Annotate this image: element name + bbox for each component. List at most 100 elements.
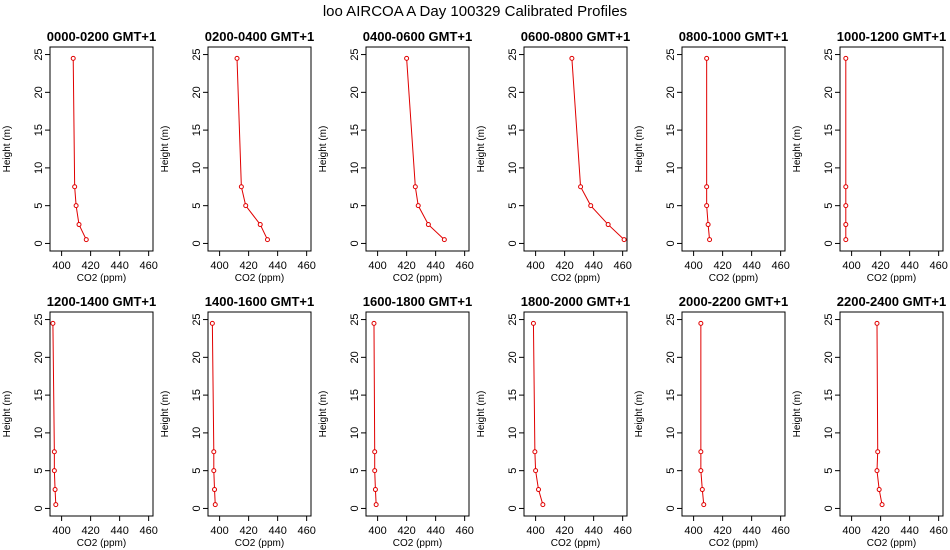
y-tick-label: 5 xyxy=(33,203,45,209)
data-point xyxy=(698,468,704,474)
data-point xyxy=(875,449,881,455)
figure-title: loo AIRCOA A Day 100329 Calibrated Profi… xyxy=(323,3,627,20)
y-tick-label: 5 xyxy=(33,468,45,474)
data-point xyxy=(51,468,57,474)
x-tick-label: 420 xyxy=(239,260,257,272)
x-tick-label: 460 xyxy=(771,260,789,272)
x-axis-label: CO2 (ppm) xyxy=(551,273,600,284)
y-tick-label: 15 xyxy=(507,124,519,136)
y-tick-label: 25 xyxy=(191,48,203,60)
y-axis-label: Height (m) xyxy=(792,391,803,438)
y-tick-label: 0 xyxy=(33,240,45,246)
data-point xyxy=(843,222,849,228)
x-tick-label: 440 xyxy=(110,260,128,272)
y-axis-label: Height (m) xyxy=(318,126,329,173)
y-tick-label: 15 xyxy=(33,124,45,136)
data-point xyxy=(412,184,418,190)
y-tick-label: 20 xyxy=(33,351,45,363)
y-tick-label: 0 xyxy=(665,240,677,246)
x-tick-label: 460 xyxy=(613,525,631,537)
data-point xyxy=(698,320,704,326)
profile-line xyxy=(72,58,87,240)
x-axis-label: CO2 (ppm) xyxy=(551,538,600,549)
x-tick-label: 440 xyxy=(900,525,918,537)
y-tick-label: 20 xyxy=(507,351,519,363)
y-tick-label: 15 xyxy=(191,389,203,401)
data-point xyxy=(705,222,711,228)
data-point xyxy=(588,203,594,209)
y-tick-label: 20 xyxy=(33,86,45,98)
plot-frame xyxy=(207,46,312,252)
panel-9: 1600-1800 GMT+1 0 5 10 15 20 25 400 420 440 460 CO2… xyxy=(318,294,474,549)
y-tick-label: 20 xyxy=(823,86,835,98)
panel-1: 0000-0200 GMT+1 0 5 10 15 20 25 400 420 440 460 CO2… xyxy=(2,29,158,284)
data-point xyxy=(212,487,218,493)
y-tick-label: 0 xyxy=(507,505,519,511)
y-tick-label: 20 xyxy=(665,351,677,363)
y-tick-label: 15 xyxy=(507,389,519,401)
plot-frame xyxy=(365,46,470,252)
x-tick-label: 400 xyxy=(684,260,702,272)
plot-frame xyxy=(207,311,312,517)
profile-line xyxy=(571,58,625,241)
plot-frame xyxy=(681,311,786,517)
data-point xyxy=(211,468,217,474)
y-tick-label: 25 xyxy=(349,48,361,60)
y-tick-label: 25 xyxy=(823,313,835,325)
x-tick-label: 400 xyxy=(52,525,70,537)
y-tick-label: 10 xyxy=(665,427,677,439)
data-point xyxy=(876,487,882,493)
y-axis-label: Height (m) xyxy=(792,126,803,173)
data-point xyxy=(578,184,584,190)
x-axis-label: CO2 (ppm) xyxy=(393,538,442,549)
data-point xyxy=(234,55,240,61)
data-point xyxy=(212,502,218,508)
y-axis-label: Height (m) xyxy=(634,126,645,173)
y-tick-label: 25 xyxy=(33,48,45,60)
y-tick-label: 5 xyxy=(665,203,677,209)
data-point xyxy=(843,203,849,209)
y-tick-label: 15 xyxy=(823,389,835,401)
data-point xyxy=(874,468,880,474)
y-tick-label: 0 xyxy=(191,240,203,246)
data-point xyxy=(70,55,76,61)
y-tick-label: 5 xyxy=(823,468,835,474)
panel-title: 0200-0400 GMT+1 xyxy=(205,29,314,44)
x-tick-label: 460 xyxy=(297,260,315,272)
data-point xyxy=(209,320,215,326)
x-tick-label: 400 xyxy=(210,525,228,537)
y-tick-label: 5 xyxy=(349,203,361,209)
y-tick-label: 25 xyxy=(33,313,45,325)
y-tick-label: 0 xyxy=(823,505,835,511)
y-tick-label: 15 xyxy=(665,389,677,401)
profile-line xyxy=(532,323,544,505)
y-tick-label: 20 xyxy=(191,351,203,363)
data-point xyxy=(569,55,575,61)
y-tick-label: 10 xyxy=(191,427,203,439)
y-tick-label: 0 xyxy=(349,505,361,511)
x-tick-label: 420 xyxy=(555,525,573,537)
x-tick-label: 460 xyxy=(455,260,473,272)
data-point xyxy=(441,237,447,243)
data-point xyxy=(372,487,378,493)
x-axis-label: CO2 (ppm) xyxy=(709,538,758,549)
panel-title: 1400-1600 GMT+1 xyxy=(205,294,314,309)
x-tick-label: 460 xyxy=(139,525,157,537)
x-axis-label: CO2 (ppm) xyxy=(77,273,126,284)
data-point xyxy=(701,502,707,508)
profile-line xyxy=(236,58,268,240)
data-point xyxy=(257,222,263,228)
y-tick-label: 15 xyxy=(665,124,677,136)
y-tick-label: 15 xyxy=(823,124,835,136)
x-tick-label: 460 xyxy=(929,260,947,272)
y-tick-label: 10 xyxy=(823,162,835,174)
x-axis-label: CO2 (ppm) xyxy=(709,273,758,284)
data-point xyxy=(404,55,410,61)
y-tick-label: 15 xyxy=(349,124,361,136)
plot-frame xyxy=(49,311,154,517)
y-tick-label: 20 xyxy=(507,86,519,98)
y-tick-label: 5 xyxy=(665,468,677,474)
x-tick-label: 400 xyxy=(526,525,544,537)
data-point xyxy=(843,55,849,61)
data-point xyxy=(605,222,611,228)
